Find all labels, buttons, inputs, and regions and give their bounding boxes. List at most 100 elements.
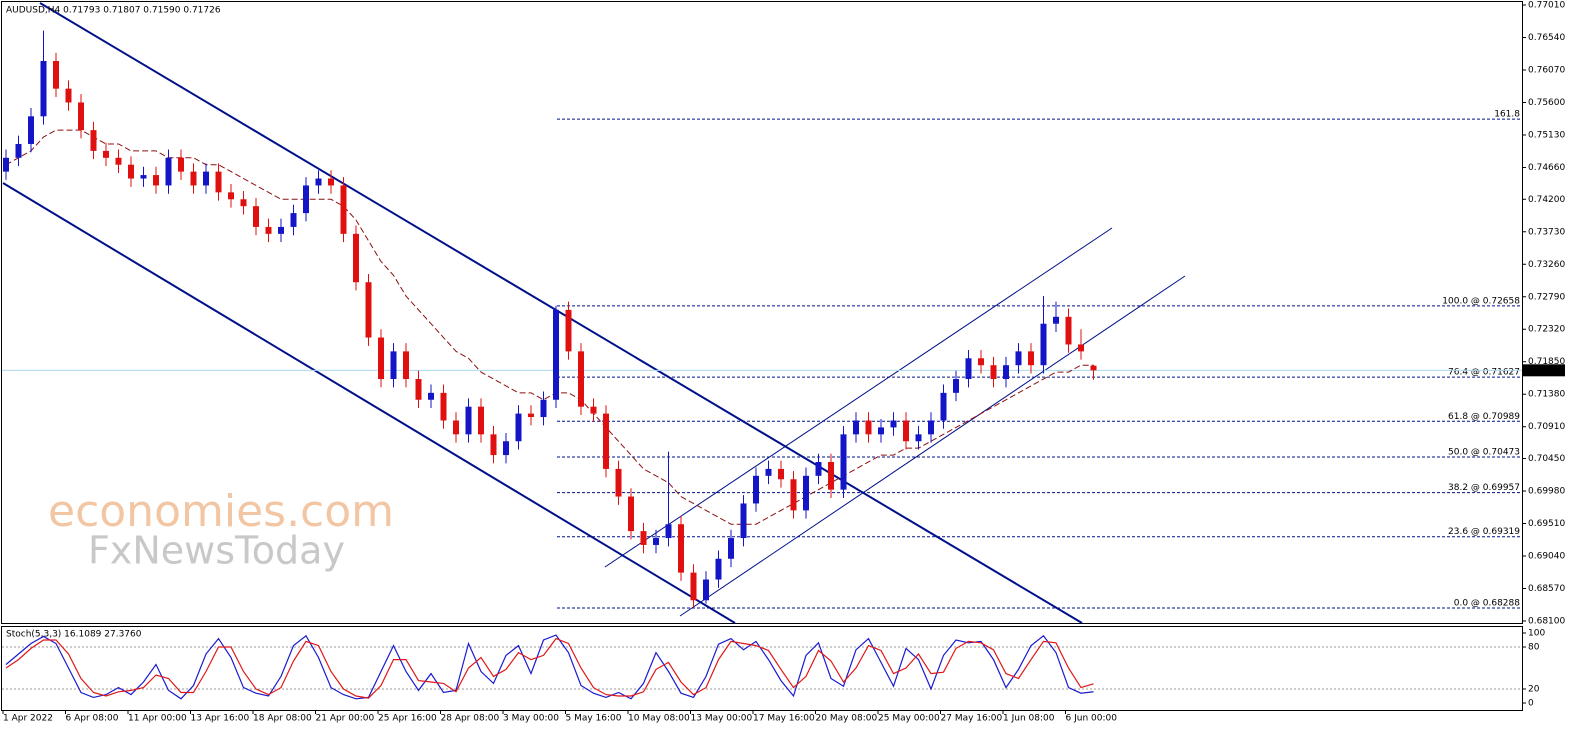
y-tick-label: 0.76540 [1528, 33, 1565, 43]
x-tick-label: 25 Apr 16:00 [378, 714, 437, 724]
candle-body [40, 61, 47, 117]
y-tick-label: 0.72320 [1528, 325, 1565, 335]
candle-body [15, 143, 22, 158]
candle-body [565, 309, 572, 352]
candle-body [1065, 316, 1072, 345]
fib-label: 0.0 @ 0.68288 [1454, 599, 1521, 609]
candle-body [728, 538, 734, 559]
candle-body [203, 171, 209, 186]
candle-body [290, 213, 297, 227]
candle-body [140, 175, 147, 179]
stoch-panel-frame [1, 626, 1523, 711]
y-tick-label: 0.69980 [1528, 487, 1565, 497]
candle-body [378, 337, 384, 380]
candle-body [915, 434, 922, 442]
candle-body [703, 579, 709, 601]
candle-body [490, 434, 497, 456]
y-tick-label: 0.74200 [1528, 195, 1565, 205]
candle-body [253, 206, 259, 227]
candle-body [103, 150, 109, 158]
candle-body [853, 420, 859, 435]
candle-body [415, 379, 422, 400]
x-tick-label: 10 May 08:00 [628, 714, 690, 724]
y-tick-label: 0.73260 [1528, 260, 1565, 270]
x-tick-label: 6 Jun 00:00 [1066, 714, 1118, 724]
candle-body [428, 392, 434, 400]
watermark-fxnewstoday: FxNewsToday [88, 529, 345, 573]
candle-body [603, 413, 609, 469]
candle-body [215, 171, 222, 193]
candle-body [1053, 316, 1059, 324]
candle-body [440, 392, 447, 421]
candle-body [328, 178, 334, 186]
x-tick-label: 20 May 08:00 [816, 714, 878, 724]
candle-body [578, 351, 584, 407]
y-tick-label: 0.70450 [1528, 454, 1565, 464]
y-tick-label: 0.72790 [1528, 292, 1565, 302]
trend-channels [2, 2, 1186, 624]
stoch-tick-label: 100 [1528, 629, 1545, 639]
candle-body [890, 420, 897, 428]
candle-body [990, 365, 997, 380]
candle-body [3, 157, 9, 172]
y-tick-label: 0.70910 [1528, 422, 1565, 432]
candle-body [1040, 323, 1047, 366]
last-price-label: 0.71726 [1526, 366, 1563, 376]
candle-body [365, 282, 372, 338]
x-tick-label: 11 Apr 00:00 [128, 714, 187, 724]
fib-label: 50.0 @ 0.70473 [1448, 447, 1520, 457]
candle-body [1028, 351, 1034, 366]
candle-body [765, 468, 772, 476]
candle-body [940, 392, 947, 421]
y-tick-label: 0.71380 [1528, 390, 1565, 400]
candle-body [928, 420, 934, 435]
y-tick-label: 0.68100 [1528, 617, 1565, 627]
candle-body [790, 479, 797, 511]
candle-body [1015, 351, 1022, 366]
candle-body [840, 434, 847, 490]
stoch-line [5, 637, 1094, 699]
candle-body [465, 406, 472, 435]
candle-body [128, 164, 134, 179]
candle-body [453, 420, 459, 435]
y-tick-label: 0.76070 [1528, 65, 1565, 75]
candle-body [28, 116, 34, 144]
x-tick-label: 18 Apr 08:00 [253, 714, 312, 724]
channel-line [679, 275, 1186, 617]
candle-body [865, 420, 872, 435]
watermark: economies.com FxNewsToday [48, 486, 394, 573]
candle-body [590, 406, 597, 414]
candle-body [653, 538, 659, 545]
candle-body [115, 157, 122, 165]
channel-line [2, 182, 736, 624]
candle-body [315, 178, 322, 186]
stoch-tick-label: 80 [1528, 643, 1540, 653]
x-tick-label: 5 May 16:00 [566, 714, 622, 724]
x-tick-label: 27 May 16:00 [941, 714, 1003, 724]
candle-body [228, 192, 234, 200]
x-tick-label: 1 Jun 08:00 [1003, 714, 1055, 724]
fib-label: 23.6 @ 0.69319 [1448, 527, 1520, 537]
candle-body [753, 475, 759, 504]
y-tick-label: 0.73730 [1528, 227, 1565, 237]
candle-body [665, 524, 672, 539]
candle-body [190, 171, 197, 186]
candle-body [265, 226, 272, 234]
candle-body [1003, 365, 1009, 380]
fib-label: 76.4 @ 0.71627 [1448, 368, 1520, 378]
candle-body [628, 496, 634, 532]
candle-body [903, 420, 909, 442]
x-tick-label: 13 Apr 16:00 [191, 714, 250, 724]
candle-body [65, 88, 72, 103]
candle-body [528, 413, 534, 418]
candle-body [1078, 344, 1084, 352]
candle-body [403, 351, 409, 380]
last-price-box [1523, 364, 1565, 377]
candle-body [778, 468, 784, 480]
candle-body [803, 475, 809, 511]
x-tick-label: 21 Apr 00:00 [316, 714, 375, 724]
x-tick-label: 25 May 00:00 [878, 714, 940, 724]
symbol-header: AUDUSD,H4 0.71793 0.71807 0.71590 0.7172… [6, 6, 221, 16]
